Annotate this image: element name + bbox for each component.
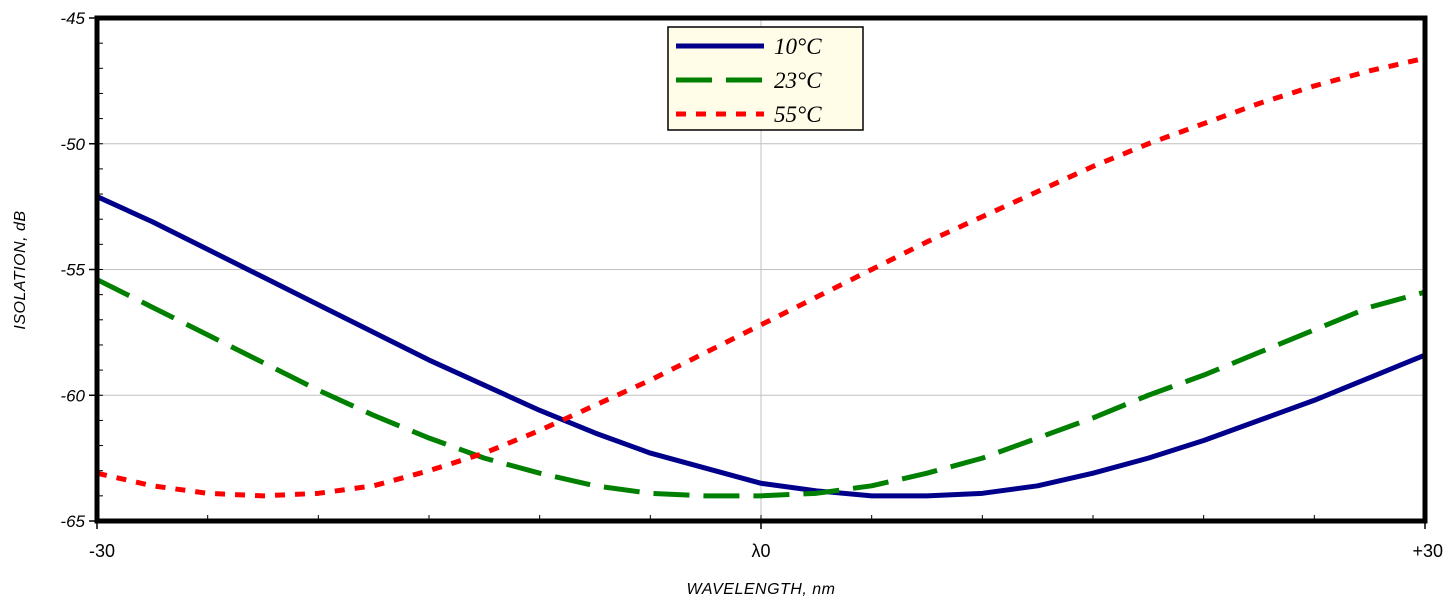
x-tick-label: λ0 [751, 541, 770, 561]
x-tick-label: +30 [1412, 541, 1443, 561]
series-line-1 [95, 277, 1426, 499]
y-tick-labels: -45 -50 -55 -60 -65 [60, 9, 85, 531]
y-tick-label: -50 [60, 135, 85, 154]
series-line-0 [95, 194, 1426, 499]
x-tick-labels: -30 λ0 +30 [89, 541, 1443, 561]
series-lines [95, 55, 1426, 499]
legend: 10°C 23°C 55°C [667, 26, 864, 131]
y-tick-label: -65 [60, 512, 85, 531]
plot-frame [94, 15, 1428, 524]
series-line-2 [96, 55, 1426, 499]
legend-items: 10°C 23°C 55°C [676, 34, 822, 127]
y-tick-label: -60 [60, 386, 85, 405]
legend-label-0: 10°C [774, 34, 822, 59]
legend-label-2: 55°C [774, 102, 822, 127]
y-tick-label: -55 [60, 261, 85, 280]
x-tick-label: -30 [89, 541, 115, 561]
y-axis-title: ISOLATION, dB [12, 210, 29, 329]
legend-label-1: 23°C [774, 68, 822, 93]
x-axis-title: WAVELENGTH, nm [687, 581, 836, 598]
y-tick-label: -45 [60, 9, 85, 28]
